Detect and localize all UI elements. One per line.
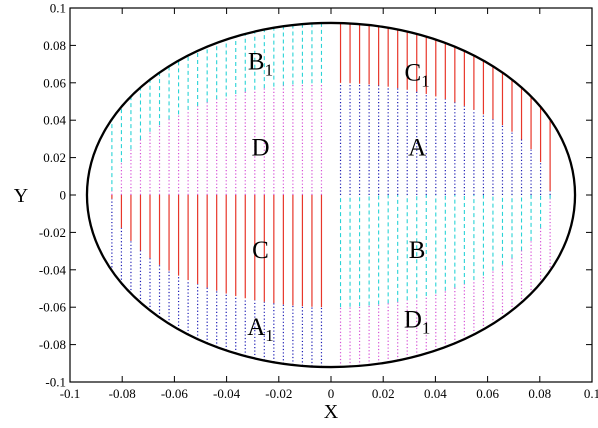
boundary-ellipse	[87, 23, 575, 367]
region-label: D	[251, 134, 269, 161]
y-tick-label: -0.02	[39, 225, 66, 240]
y-axis-title: Y	[14, 185, 28, 207]
y-tick-label: 0.02	[43, 150, 66, 165]
y-tick-label: 0.06	[43, 75, 66, 90]
y-tick-label: -0.08	[39, 337, 66, 352]
y-tick-label: 0.04	[43, 113, 66, 128]
x-tick-label: 0.1	[584, 386, 598, 401]
region-label: A	[408, 134, 426, 161]
x-tick-label: 0.06	[476, 386, 499, 401]
x-tick-label: 0.02	[372, 386, 395, 401]
y-tick-label: 0.1	[50, 1, 66, 16]
region-label: D1	[404, 306, 431, 337]
x-tick-label: -0.04	[213, 386, 241, 401]
region-label: C	[252, 237, 269, 264]
region-label: B1	[248, 48, 273, 79]
region-label: B	[409, 237, 426, 264]
y-tick-label: 0.08	[43, 38, 66, 53]
x-tick-label: 0	[328, 386, 335, 401]
y-tick-label: -0.04	[39, 262, 67, 277]
region-label: A1	[247, 314, 274, 345]
ticks-layer: -0.1 -0.08 -0.06 -0.04 -0.02 0 0.02 0.04 0.06 0.0…	[39, 1, 598, 402]
y-tick-label: -0.06	[39, 300, 67, 315]
x-tick-label: 0.04	[424, 386, 447, 401]
plot-frame	[70, 8, 592, 382]
x-tick-label: -0.08	[109, 386, 136, 401]
x-tick-label: -0.02	[265, 386, 292, 401]
x-tick-label: -0.06	[161, 386, 189, 401]
y-tick-label: -0.1	[45, 375, 66, 390]
y-tick-label: 0	[60, 188, 67, 203]
x-axis-title: X	[324, 401, 339, 423]
hatch-layer	[112, 23, 550, 367]
x-tick-label: 0.08	[528, 386, 551, 401]
